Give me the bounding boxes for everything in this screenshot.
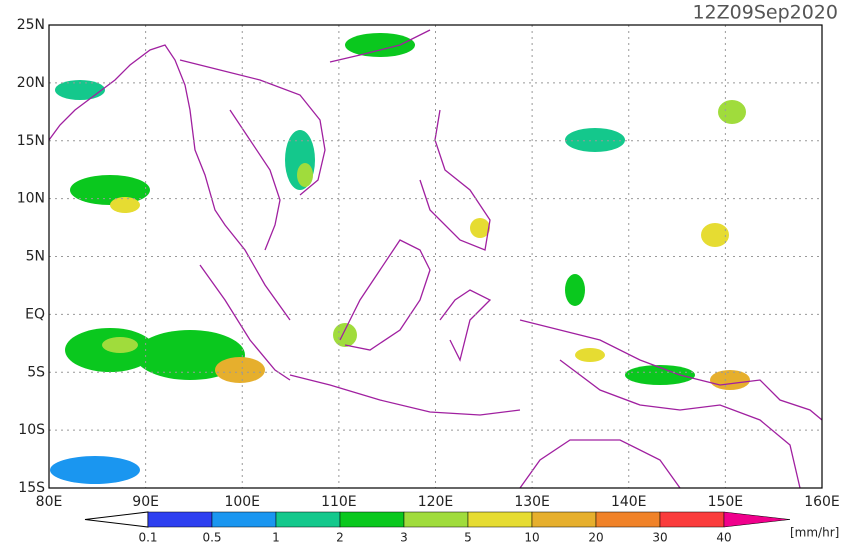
lat-tick-label: 15S: [18, 480, 45, 496]
colorbar-segment: [531, 511, 597, 528]
colorbar: 0.1 0.5 1 2 3 5 10 20 30 40: [84, 511, 791, 544]
colorbar-label: 5: [464, 531, 472, 544]
lon-tick-label: 140E: [611, 494, 647, 510]
lat-tick-label: 10N: [17, 191, 45, 207]
colorbar-segment: [147, 511, 213, 528]
lat-tick-label: 10S: [18, 422, 45, 438]
colorbar-label: 30: [652, 531, 667, 544]
lon-tick-label: 100E: [224, 494, 260, 510]
precipitation: [50, 33, 750, 484]
lat-tick-label: 5S: [27, 364, 45, 380]
colorbar-label: 3: [400, 531, 408, 544]
map-frame: [48, 24, 823, 489]
lon-tick-label: 160E: [804, 494, 840, 510]
colorbar-low: [84, 511, 149, 528]
colorbar-segment: [467, 511, 533, 528]
lon-tick-label: 80E: [36, 494, 63, 510]
coastlines: [48, 29, 823, 489]
colorbar-unit: [mm/hr]: [790, 526, 839, 540]
colorbar-segment: [659, 511, 725, 528]
lon-tick-label: 130E: [514, 494, 550, 510]
colorbar-label: 20: [588, 531, 603, 544]
colorbar-label: 0.1: [138, 531, 157, 544]
colorbar-segment: [339, 511, 405, 528]
lat-tick-label: 25N: [17, 17, 45, 33]
colorbar-segment: [595, 511, 661, 528]
colorbar-label: 1: [272, 531, 280, 544]
lon-tick-label: 90E: [132, 494, 159, 510]
colorbar-segment: [211, 511, 277, 528]
colorbar-high: [723, 511, 791, 528]
colorbar-label: 10: [524, 531, 539, 544]
lat-tick-label: 5N: [26, 249, 45, 265]
lon-tick-label: 150E: [708, 494, 744, 510]
lat-tick-label: 15N: [17, 133, 45, 149]
timestamp: 12Z09Sep2020: [692, 2, 838, 24]
lon-tick-label: 120E: [418, 494, 454, 510]
lat-tick-label: EQ: [25, 306, 45, 322]
colorbar-label: 40: [716, 531, 731, 544]
colorbar-segment: [275, 511, 341, 528]
colorbar-label: 2: [336, 531, 344, 544]
lat-tick-label: 20N: [17, 75, 45, 91]
grid: 80E 90E 100E 110E 120E 130E 140E 150E 160E 25N 20N…: [17, 17, 840, 510]
colorbar-label: 0.5: [202, 531, 221, 544]
lon-tick-label: 110E: [321, 494, 357, 510]
colorbar-segment: [403, 511, 469, 528]
